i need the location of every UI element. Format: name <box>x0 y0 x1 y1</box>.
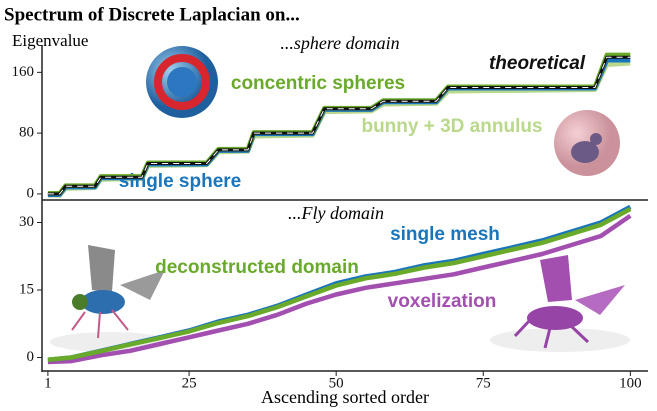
series-label: concentric spheres <box>231 73 405 94</box>
panel-title: ...Fly domain <box>288 203 384 223</box>
y-tick-label: 160 <box>12 64 35 80</box>
y-tick-label: 30 <box>19 214 34 230</box>
y-tick-label: 0 <box>27 349 35 365</box>
panel-title: ...sphere domain <box>280 33 399 53</box>
x-tick-label: 75 <box>476 375 491 391</box>
x-axis-label: Ascending sorted order <box>261 387 429 407</box>
x-tick-label: 100 <box>619 375 642 391</box>
y-axis-label: Eigenvalue <box>12 31 88 50</box>
series-label: bunny + 3D annulus <box>361 116 542 137</box>
series-line <box>47 207 632 363</box>
series-dash <box>47 56 631 195</box>
figure-title: Spectrum of Discrete Laplacian on... <box>4 4 300 25</box>
y-tick-label: 0 <box>27 185 35 201</box>
series-label: single mesh <box>390 224 500 245</box>
x-tick-label: 25 <box>182 375 197 391</box>
series-label: deconstructed domain <box>155 257 359 278</box>
x-tick-label: 1 <box>44 375 52 391</box>
series-line <box>47 213 632 365</box>
series-label: single sphere <box>119 171 242 192</box>
y-tick-label: 80 <box>19 125 34 141</box>
series-label: voxelization <box>388 291 497 312</box>
series-label: theoretical <box>489 53 586 74</box>
x-tick-label: 50 <box>329 375 344 391</box>
y-tick-label: 15 <box>19 281 34 297</box>
